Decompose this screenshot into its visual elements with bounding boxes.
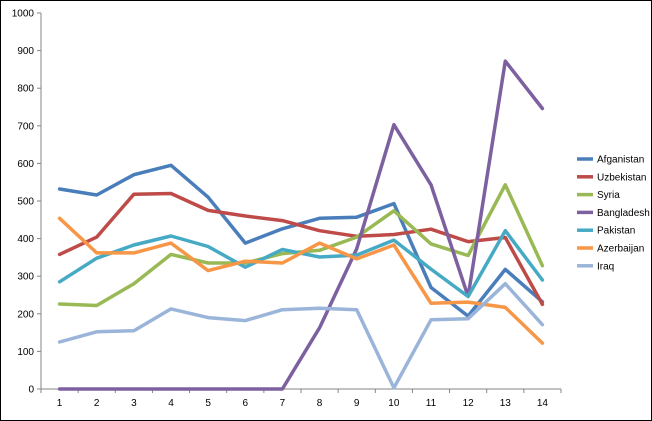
legend-label-syria: Syria: [597, 190, 620, 201]
x-tick-label: 4: [168, 398, 174, 409]
series-line-bangladesh: [57, 59, 545, 391]
series-line-azerbaijan: [57, 216, 545, 345]
series-line-afganistan: [57, 163, 545, 318]
legend-label-afganistan: Afganistan: [597, 155, 644, 166]
legend-label-uzbekistan: Uzbekistan: [597, 172, 646, 183]
legend: Afganistan Uzbekistan Syria Bangladesh Pakis…: [577, 155, 650, 272]
y-tick-label: 700: [17, 121, 34, 132]
y-tick-label: 400: [17, 234, 34, 245]
x-tick-label: 11: [426, 398, 437, 409]
x-tick-label: 8: [317, 398, 323, 409]
x-tick-label: 2: [94, 398, 100, 409]
x-tick-label: 5: [205, 398, 211, 409]
x-tick-label: 7: [280, 398, 286, 409]
y-tick-label: 800: [17, 84, 34, 95]
x-tick-label: 10: [388, 398, 400, 409]
x-tick-label: 3: [131, 398, 137, 409]
y-tick-label: 600: [17, 159, 34, 170]
series-line-iraq: [57, 281, 545, 390]
y-tick-label: 100: [17, 347, 34, 358]
y-tick-label: 900: [17, 46, 34, 57]
y-tick-label: 300: [17, 272, 34, 283]
legend-label-pakistan: Pakistan: [597, 226, 635, 237]
y-tick-label: 0: [28, 385, 34, 396]
y-tick-label: 500: [17, 197, 34, 208]
x-tick-label: 6: [243, 398, 249, 409]
x-tick-label: 1: [57, 398, 63, 409]
series-line-uzbekistan: [57, 191, 545, 307]
legend-label-bangladesh: Bangladesh: [597, 208, 650, 219]
legend-label-iraq: Iraq: [597, 261, 614, 272]
plot-area: [57, 59, 545, 391]
legend-label-azerbaijan: Azerbaijan: [597, 244, 644, 255]
y-tick-label: 1000: [12, 9, 35, 20]
x-tick-label: 9: [354, 398, 360, 409]
x-tick-label: 13: [500, 398, 512, 409]
x-tick-label: 12: [463, 398, 475, 409]
y-tick-label: 200: [17, 309, 34, 320]
x-tick-label: 14: [537, 398, 549, 409]
